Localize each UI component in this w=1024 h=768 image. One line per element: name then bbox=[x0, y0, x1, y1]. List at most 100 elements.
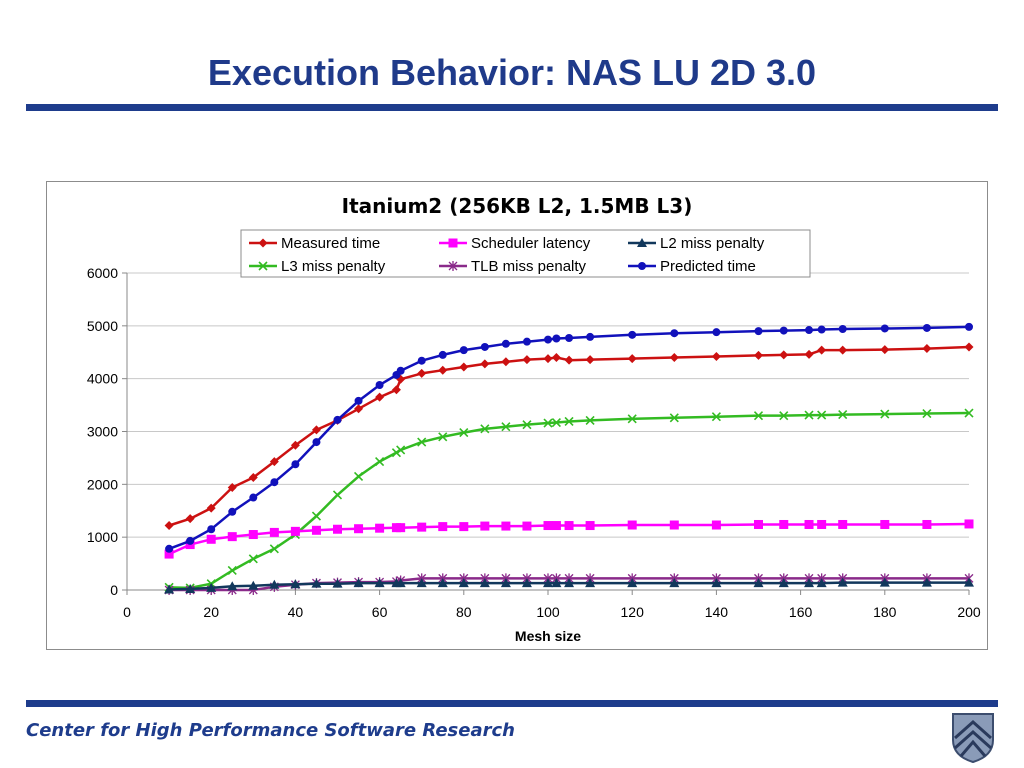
chart-axes: 0 1000 2000 3000 4000 5000 6000 0 20 40 60 80 100 120… bbox=[87, 265, 981, 620]
data-point bbox=[711, 351, 721, 361]
data-point bbox=[778, 578, 789, 588]
legend-box bbox=[240, 229, 811, 278]
data-point bbox=[459, 522, 469, 532]
data-point bbox=[964, 342, 974, 352]
series-line bbox=[168, 325, 970, 550]
data-point bbox=[779, 350, 789, 360]
y-tick-label: 6000 bbox=[87, 265, 118, 281]
x-tick-label: 20 bbox=[203, 604, 219, 620]
data-point bbox=[164, 521, 174, 531]
title-divider bbox=[26, 104, 998, 111]
data-point bbox=[838, 345, 848, 355]
data-point bbox=[311, 511, 322, 521]
university-shield-icon bbox=[952, 713, 994, 764]
data-point bbox=[586, 332, 595, 341]
data-point bbox=[838, 410, 848, 420]
legend-item-l2-miss-penalty: L2 miss penalty bbox=[628, 235, 765, 252]
data-point bbox=[964, 519, 974, 529]
data-point bbox=[248, 472, 258, 482]
footer-text: Center for High Performance Software Res… bbox=[26, 720, 515, 741]
data-point bbox=[880, 345, 890, 355]
data-point bbox=[551, 353, 561, 363]
series-predicted-time bbox=[165, 322, 973, 553]
chart-legend: Measured time Scheduler latency L2 miss pe… bbox=[240, 229, 811, 278]
data-point bbox=[669, 578, 680, 588]
series-scheduler-latency bbox=[164, 519, 974, 559]
data-point bbox=[269, 579, 280, 589]
data-point bbox=[779, 411, 789, 421]
y-tick-label: 2000 bbox=[87, 476, 118, 492]
data-point bbox=[817, 325, 826, 334]
data-point bbox=[391, 448, 402, 458]
data-point bbox=[669, 353, 679, 363]
data-point bbox=[711, 412, 721, 422]
data-point bbox=[207, 525, 216, 534]
data-point bbox=[817, 519, 827, 529]
data-point bbox=[585, 521, 595, 531]
x-tick-label: 80 bbox=[456, 604, 472, 620]
data-point bbox=[564, 578, 575, 588]
line-chart: Itanium2 (256KB L2, 1.5MB L3) 0100020003… bbox=[87, 194, 981, 644]
data-point bbox=[753, 578, 764, 588]
data-point bbox=[552, 334, 561, 343]
data-point bbox=[670, 329, 679, 338]
series-l2-miss-penalty bbox=[164, 577, 974, 594]
data-point bbox=[921, 577, 932, 587]
data-point bbox=[354, 404, 364, 414]
legend-label: L2 miss penalty bbox=[660, 235, 765, 252]
x-axis-title: Mesh size bbox=[515, 628, 581, 644]
data-point bbox=[804, 349, 814, 359]
x-tick-label: 60 bbox=[372, 604, 388, 620]
data-point bbox=[417, 522, 427, 532]
data-point bbox=[544, 335, 552, 344]
data-point bbox=[753, 411, 764, 421]
y-tick-label: 1000 bbox=[87, 529, 118, 545]
data-point bbox=[227, 565, 237, 576]
data-point bbox=[290, 579, 301, 589]
slide-title: Execution Behavior: NAS LU 2D 3.0 bbox=[207, 52, 817, 93]
data-point bbox=[838, 325, 847, 334]
data-point bbox=[269, 457, 279, 467]
data-point bbox=[396, 445, 406, 455]
legend-label: Predicted time bbox=[660, 258, 756, 275]
x-tick-label: 100 bbox=[536, 604, 560, 620]
data-point bbox=[206, 534, 216, 544]
data-point bbox=[290, 526, 300, 536]
data-point bbox=[922, 323, 931, 332]
legend-item-predicted-time: Predicted time bbox=[628, 258, 756, 275]
data-point bbox=[354, 396, 363, 405]
data-point bbox=[185, 583, 196, 593]
data-point bbox=[804, 519, 814, 529]
data-point bbox=[754, 519, 763, 529]
data-point bbox=[396, 523, 406, 533]
data-point bbox=[500, 578, 511, 588]
data-point bbox=[269, 544, 279, 554]
data-point bbox=[543, 521, 553, 531]
data-point bbox=[480, 521, 490, 531]
data-point bbox=[501, 422, 511, 432]
data-point bbox=[880, 409, 890, 419]
data-point bbox=[564, 416, 574, 427]
data-point bbox=[269, 527, 279, 537]
series-line bbox=[169, 411, 970, 590]
data-point bbox=[458, 578, 469, 588]
x-tick-label: 160 bbox=[789, 604, 813, 620]
data-point bbox=[248, 580, 259, 590]
data-point bbox=[627, 354, 637, 364]
data-point bbox=[164, 549, 174, 559]
data-point bbox=[964, 408, 974, 418]
data-point bbox=[816, 578, 827, 588]
data-point bbox=[711, 578, 722, 588]
data-point bbox=[438, 432, 448, 442]
data-point bbox=[501, 357, 511, 367]
data-point bbox=[248, 554, 258, 564]
chart-title: Itanium2 (256KB L2, 1.5MB L3) bbox=[342, 194, 693, 218]
data-point bbox=[459, 346, 468, 355]
data-point bbox=[332, 578, 343, 588]
data-point bbox=[186, 536, 195, 545]
data-point bbox=[353, 471, 364, 481]
legend-marker bbox=[638, 262, 646, 270]
data-point bbox=[964, 577, 974, 587]
data-point bbox=[879, 577, 890, 587]
data-point bbox=[391, 385, 401, 395]
